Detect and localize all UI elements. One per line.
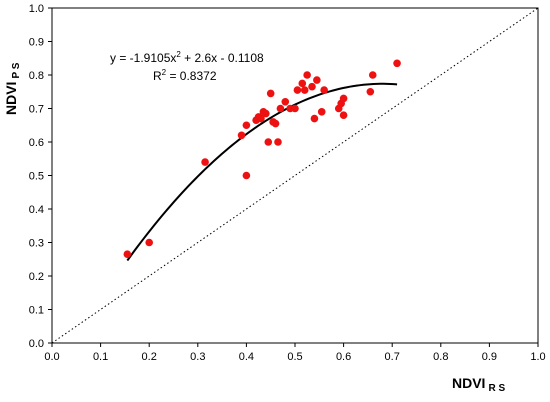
y-tick-label: 0.4: [29, 204, 44, 216]
data-point: [242, 171, 251, 180]
axes: 0.0 0.1 0.2 0.3 0.4 0.5 0.6 0.7 0.8 0.9 1.0 0.0 0.1 0…: [29, 3, 546, 363]
y-tick-label: 0.5: [29, 171, 44, 183]
data-point: [293, 86, 302, 94]
y-tick-label: 0.9: [29, 37, 44, 49]
x-tick-label: 0.6: [336, 351, 351, 363]
data-point: [271, 119, 280, 128]
data-point: [257, 114, 265, 123]
y-tick-label: 0.6: [29, 137, 44, 149]
data-point: [298, 79, 307, 88]
data-point: [262, 109, 270, 118]
data-point: [313, 76, 321, 84]
data-point: [339, 111, 348, 119]
x-tick-label: 0.0: [44, 351, 59, 363]
data-point: [242, 121, 251, 130]
y-tick-label: 0.8: [29, 70, 44, 82]
data-point: [145, 238, 153, 247]
y-axis-title: NDVIP S: [3, 62, 22, 115]
data-points: [123, 59, 401, 259]
trend-equation: y = -1.9105x2 + 2.6x - 0.1108: [110, 50, 264, 65]
y-tick-label: 0.2: [29, 271, 44, 283]
y-tick-label: 0.0: [29, 338, 44, 350]
data-point: [368, 71, 377, 79]
y-tick-label: 1.0: [29, 3, 44, 15]
data-point: [266, 89, 275, 98]
x-tick-label: 0.1: [93, 351, 108, 363]
data-point: [393, 59, 401, 68]
data-point: [308, 82, 316, 91]
y-tick-label: 0.3: [29, 238, 44, 250]
data-point: [303, 71, 311, 79]
trend-r-squared: R2 = 0.8372: [153, 68, 217, 83]
data-point: [281, 98, 290, 106]
x-tick-label: 0.4: [239, 351, 254, 363]
data-point: [300, 86, 309, 94]
trendline-group: [126, 82, 398, 262]
data-point: [317, 108, 326, 116]
x-tick-label: 0.8: [433, 351, 448, 363]
x-tick-label: 1.0: [530, 351, 545, 363]
data-point: [291, 104, 299, 113]
x-axis-title: NDVI R S: [452, 375, 505, 394]
data-point: [276, 104, 285, 113]
data-point: [274, 138, 282, 146]
data-point: [366, 87, 375, 96]
data-point: [339, 94, 348, 103]
x-tick-label: 0.2: [142, 351, 157, 363]
y-tick-label: 0.7: [29, 104, 44, 116]
y-tick-label: 0.1: [29, 305, 44, 317]
data-point: [320, 86, 328, 94]
data-point: [237, 131, 246, 140]
data-point: [264, 138, 273, 146]
x-tick-label: 0.9: [482, 351, 497, 363]
data-point: [310, 114, 319, 123]
x-tick-label: 0.7: [385, 351, 400, 363]
x-tick-label: 0.3: [190, 351, 205, 363]
trendline-curve: [126, 82, 398, 262]
x-tick-label: 0.5: [287, 351, 302, 363]
data-point: [123, 250, 132, 259]
data-point: [201, 158, 209, 166]
